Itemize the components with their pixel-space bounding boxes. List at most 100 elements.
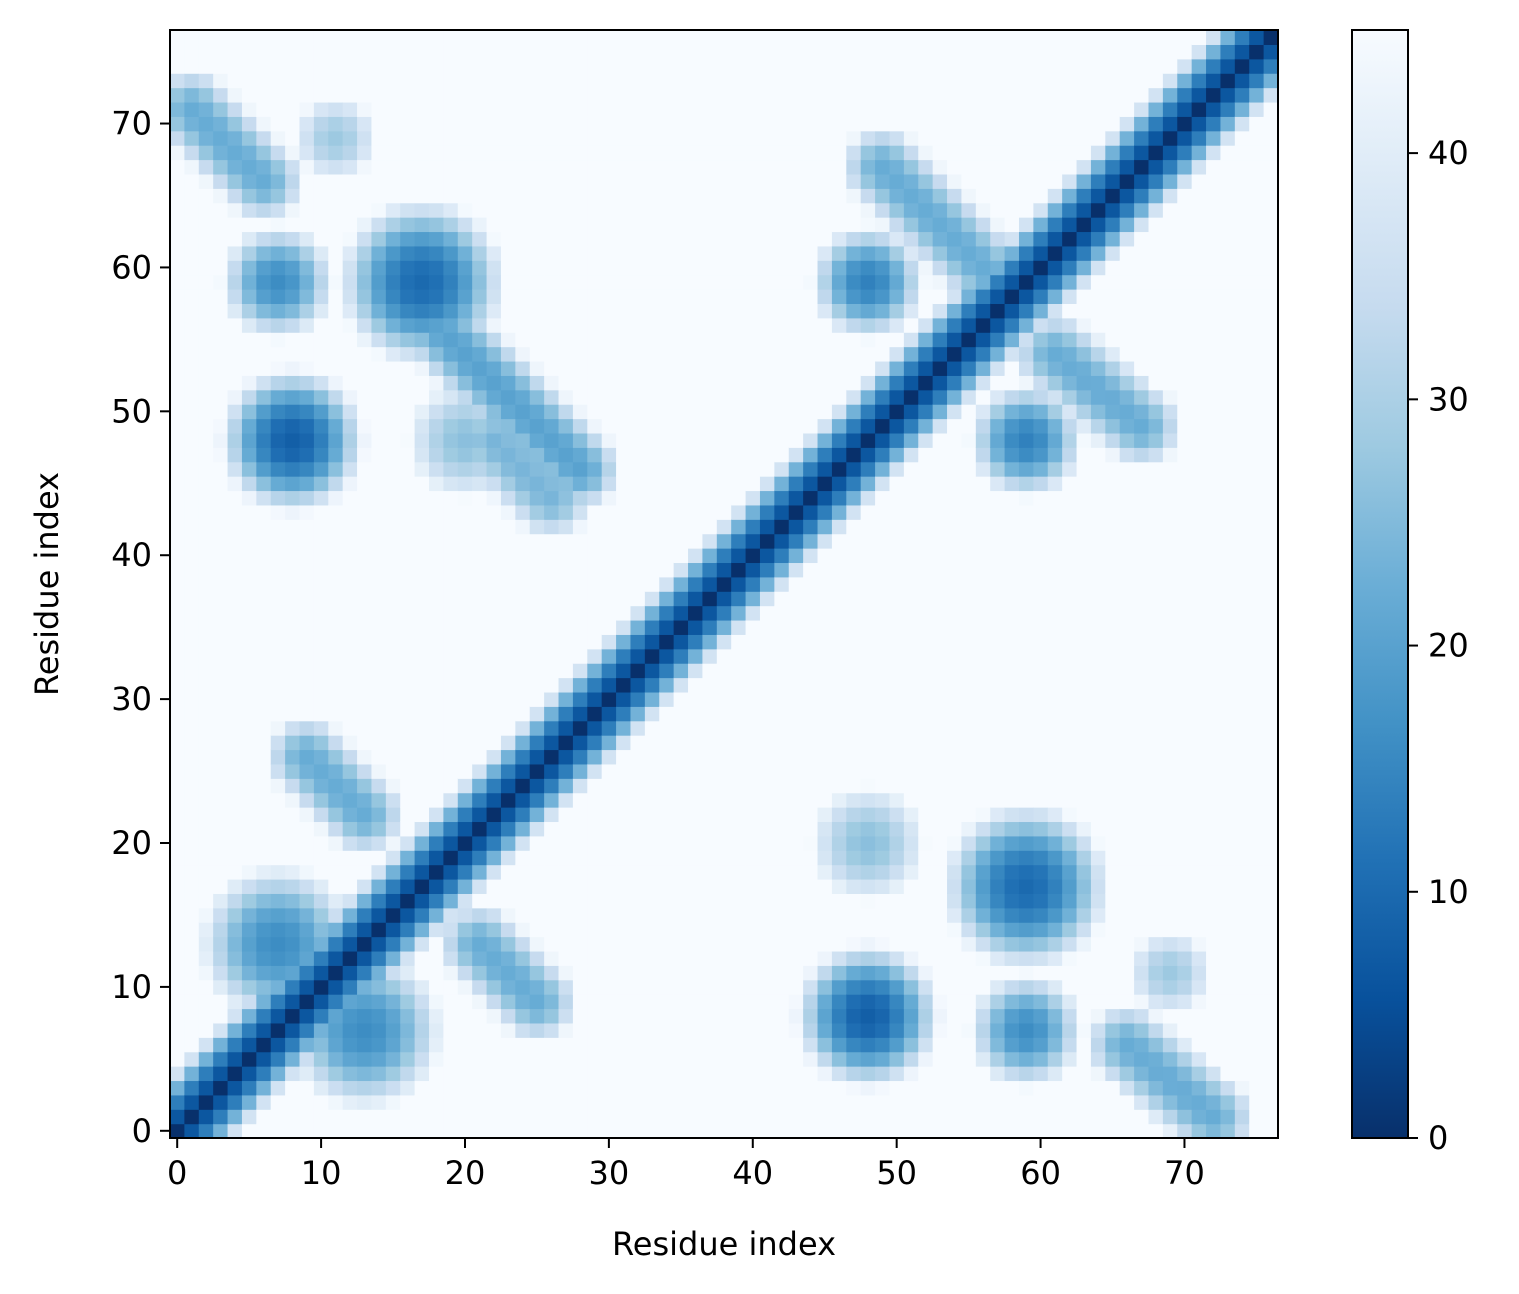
heatmap-cell bbox=[702, 404, 718, 420]
heatmap-cell bbox=[342, 663, 358, 679]
heatmap-cell bbox=[385, 907, 401, 923]
heatmap-cell bbox=[558, 490, 574, 506]
heatmap-cell bbox=[702, 231, 718, 247]
heatmap-cell bbox=[313, 663, 329, 679]
heatmap-cell bbox=[817, 101, 833, 117]
heatmap-cell bbox=[673, 576, 689, 592]
heatmap-cell bbox=[846, 864, 862, 880]
heatmap-cell bbox=[486, 145, 502, 161]
heatmap-cell bbox=[299, 101, 315, 117]
heatmap-cell bbox=[486, 950, 502, 966]
heatmap-cell bbox=[788, 217, 804, 233]
heatmap-cell bbox=[500, 1066, 516, 1082]
heatmap-cell bbox=[457, 850, 473, 866]
heatmap-cell bbox=[630, 936, 646, 952]
heatmap-cell bbox=[601, 893, 617, 909]
heatmap-cell bbox=[198, 101, 214, 117]
heatmap-cell bbox=[702, 979, 718, 995]
heatmap-cell bbox=[932, 202, 948, 218]
heatmap-cell bbox=[731, 116, 747, 132]
heatmap-cell bbox=[299, 1066, 315, 1082]
heatmap-cell bbox=[1033, 792, 1049, 808]
heatmap-cell bbox=[616, 476, 632, 492]
heatmap-cell bbox=[285, 490, 301, 506]
heatmap-cell bbox=[644, 461, 660, 477]
heatmap-cell bbox=[774, 778, 790, 794]
heatmap-cell bbox=[774, 159, 790, 175]
heatmap-cell bbox=[817, 1022, 833, 1038]
heatmap-cell bbox=[831, 720, 847, 736]
heatmap-cell bbox=[1090, 720, 1106, 736]
heatmap-cell bbox=[846, 792, 862, 808]
heatmap-cell bbox=[961, 1109, 977, 1125]
heatmap-cell bbox=[457, 375, 473, 391]
heatmap-cell bbox=[299, 476, 315, 492]
heatmap-cell bbox=[328, 735, 344, 751]
heatmap-cell bbox=[875, 979, 891, 995]
heatmap-cell bbox=[1018, 490, 1034, 506]
heatmap-cell bbox=[256, 1022, 272, 1038]
heatmap-cell bbox=[400, 504, 416, 520]
heatmap-cell bbox=[688, 58, 704, 74]
heatmap-cell bbox=[716, 706, 732, 722]
heatmap-cell bbox=[846, 332, 862, 348]
heatmap-cell bbox=[616, 504, 632, 520]
heatmap-cell bbox=[688, 605, 704, 621]
heatmap-cell bbox=[903, 101, 919, 117]
heatmap-cell bbox=[788, 907, 804, 923]
heatmap-cell bbox=[270, 994, 286, 1010]
heatmap-cell bbox=[544, 548, 560, 564]
heatmap-cell bbox=[659, 173, 675, 189]
heatmap-cell bbox=[414, 317, 430, 333]
heatmap-cell bbox=[918, 576, 934, 592]
heatmap-cell bbox=[385, 116, 401, 132]
heatmap-cell bbox=[400, 792, 416, 808]
heatmap-cell bbox=[616, 303, 632, 319]
heatmap-cell bbox=[515, 360, 531, 376]
heatmap-cell bbox=[385, 1080, 401, 1096]
heatmap-cell bbox=[270, 245, 286, 261]
heatmap-cell bbox=[846, 202, 862, 218]
heatmap-cell bbox=[846, 994, 862, 1010]
heatmap-cell bbox=[644, 289, 660, 304]
heatmap-cell bbox=[1076, 619, 1092, 635]
heatmap-cell bbox=[803, 130, 819, 146]
heatmap-cell bbox=[831, 807, 847, 823]
heatmap-cell bbox=[644, 389, 660, 405]
heatmap-cell bbox=[213, 1109, 229, 1125]
heatmap-cell bbox=[544, 87, 560, 103]
heatmap-cell bbox=[759, 619, 775, 635]
heatmap-cell bbox=[213, 807, 229, 823]
heatmap-cell bbox=[385, 260, 401, 276]
heatmap-cell bbox=[357, 634, 373, 650]
heatmap-cell bbox=[270, 648, 286, 664]
heatmap-cell bbox=[1047, 1066, 1063, 1082]
heatmap-cell bbox=[472, 1022, 488, 1038]
heatmap-cell bbox=[1076, 965, 1092, 981]
heatmap-cell bbox=[903, 1022, 919, 1038]
heatmap-cell bbox=[558, 950, 574, 966]
heatmap-cell bbox=[932, 936, 948, 952]
heatmap-cell bbox=[285, 562, 301, 578]
heatmap-cell bbox=[860, 1094, 876, 1110]
heatmap-cell bbox=[170, 735, 185, 751]
heatmap-cell bbox=[673, 173, 689, 189]
heatmap-cell bbox=[1090, 619, 1106, 635]
heatmap-cell bbox=[745, 591, 761, 607]
heatmap-cell bbox=[1004, 159, 1020, 175]
heatmap-cell bbox=[184, 332, 200, 348]
heatmap-cell bbox=[572, 533, 588, 549]
heatmap-cell bbox=[328, 289, 344, 304]
heatmap-cell bbox=[817, 490, 833, 506]
heatmap-cell bbox=[472, 1109, 488, 1125]
heatmap-cell bbox=[170, 274, 185, 290]
heatmap-cell bbox=[644, 792, 660, 808]
heatmap-cell bbox=[429, 303, 444, 319]
heatmap-cell bbox=[947, 691, 963, 707]
heatmap-cell bbox=[385, 1066, 401, 1082]
heatmap-cell bbox=[947, 634, 963, 650]
heatmap-cell bbox=[544, 447, 560, 463]
heatmap-cell bbox=[731, 360, 747, 376]
heatmap-cell bbox=[1062, 490, 1078, 506]
heatmap-cell bbox=[385, 58, 401, 74]
